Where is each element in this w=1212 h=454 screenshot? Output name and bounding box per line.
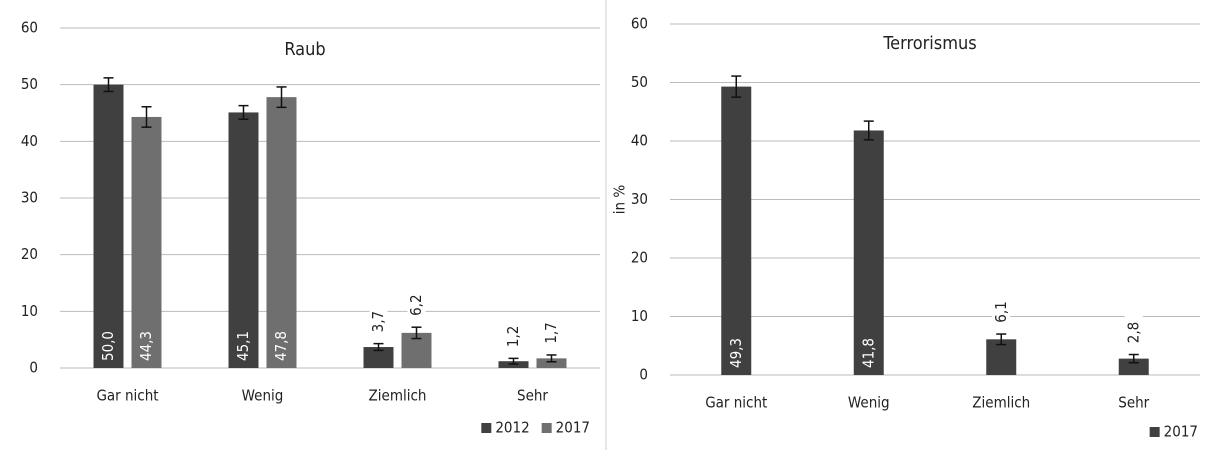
legend-label: 2017: [556, 419, 590, 437]
x-tick-label: Wenig: [848, 394, 890, 412]
bar: [228, 112, 259, 368]
label-bg: [1124, 314, 1143, 351]
legend-swatch: [541, 423, 552, 433]
y-tick-label: 50: [21, 75, 38, 93]
x-tick-label: Ziemlich: [972, 394, 1030, 412]
value-label: 45,1: [234, 331, 252, 361]
y-tick-label: 40: [631, 132, 648, 150]
label-bg: [369, 303, 388, 340]
value-label: 6,1: [992, 301, 1010, 322]
bar: [131, 116, 162, 368]
label-bg: [504, 318, 523, 355]
y-tick-label: 50: [631, 73, 648, 91]
x-tick-label: Sehr: [1118, 394, 1149, 412]
bar: [1118, 358, 1149, 375]
bar: [93, 84, 124, 369]
y-tick-label: 0: [639, 366, 648, 384]
y-tick-label: 30: [21, 189, 38, 207]
value-label: 44,3: [137, 331, 155, 361]
y-tick-label: 10: [21, 302, 38, 320]
bar: [363, 347, 394, 368]
value-label: 1,2: [504, 326, 522, 347]
y-tick-label: 10: [631, 307, 648, 325]
legend-swatch: [481, 423, 492, 433]
bar: [721, 86, 752, 375]
value-label: 1,7: [542, 322, 560, 343]
y-tick-label: 30: [631, 190, 648, 208]
y-tick-label: 20: [21, 245, 38, 263]
label-bg: [542, 314, 561, 351]
y-axis-label: in %: [611, 185, 629, 215]
y-tick-label: 0: [29, 359, 38, 377]
y-tick-label: 60: [21, 19, 38, 37]
value-label: 6,2: [407, 294, 425, 315]
legend-label: 2012: [495, 419, 529, 437]
value-label: 3,7: [369, 311, 387, 332]
chart-title: Raub: [284, 39, 325, 60]
bar: [266, 97, 297, 368]
y-tick-label: 40: [21, 132, 38, 150]
bar: [536, 358, 567, 368]
value-label: 50,0: [99, 331, 117, 361]
chart-title: Terrorismus: [882, 33, 976, 54]
bar: [853, 130, 884, 375]
legend-label: 2017: [1164, 423, 1198, 441]
value-label: 41,8: [859, 338, 877, 368]
label-bg: [407, 287, 426, 324]
value-label: 47,8: [272, 331, 290, 361]
x-tick-label: Wenig: [242, 387, 284, 405]
y-tick-label: 20: [631, 249, 648, 267]
value-label: 2,8: [1124, 322, 1142, 343]
x-tick-label: Ziemlich: [369, 387, 427, 405]
label-bg: [992, 294, 1011, 331]
y-tick-label: 60: [631, 15, 648, 33]
x-tick-label: Gar nicht: [705, 394, 767, 412]
x-tick-label: Gar nicht: [96, 387, 158, 405]
x-tick-label: Sehr: [517, 387, 548, 405]
value-label: 49,3: [727, 338, 745, 368]
legend-swatch: [1149, 427, 1160, 437]
